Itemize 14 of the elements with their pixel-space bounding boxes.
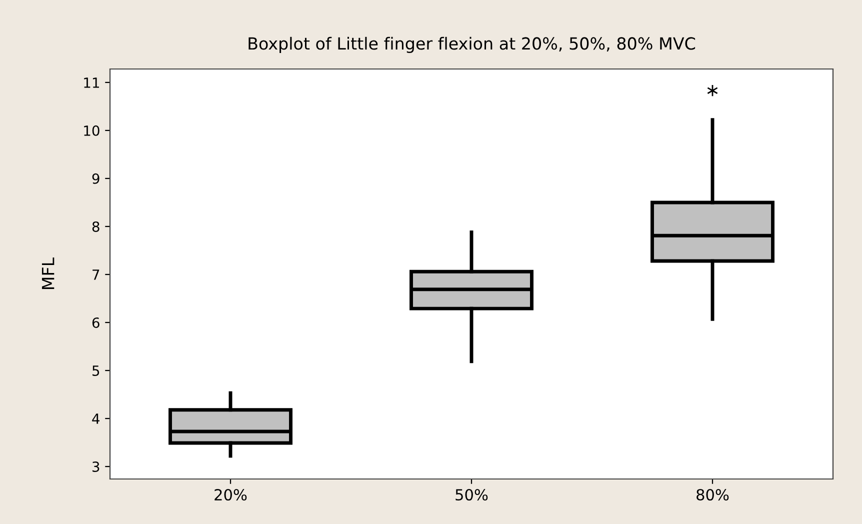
y-tick-label: 4	[92, 414, 100, 424]
y-axis-title: MFL	[42, 257, 54, 289]
y-tick-label: 11	[84, 78, 99, 88]
y-tick-label: 10	[84, 125, 100, 136]
y-tick-label: 9	[92, 173, 100, 184]
y-tick-label: 6	[92, 317, 100, 328]
y-tick-label: 5	[92, 366, 100, 376]
x-tick-label: 80%	[696, 488, 729, 501]
x-tick-label: 20%	[214, 488, 247, 501]
y-tick-label: 7	[92, 270, 100, 280]
y-tick-label: 8	[92, 221, 100, 232]
x-tick-label: 50%	[456, 488, 488, 501]
chart-title: Boxplot of Little finger flexion at 20%, 50%, 80% MVC	[248, 36, 696, 54]
y-tick-label: 3	[92, 461, 100, 472]
